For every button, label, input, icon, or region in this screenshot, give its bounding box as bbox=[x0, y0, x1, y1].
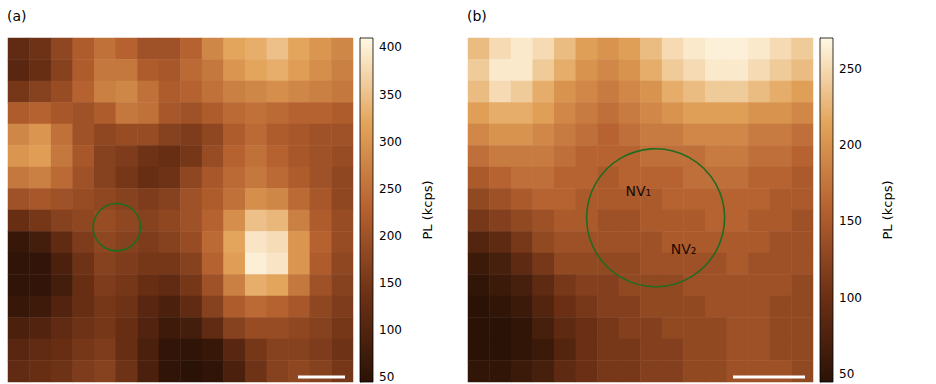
svg-text:250: 250 bbox=[379, 182, 402, 196]
svg-text:PL (kcps): PL (kcps) bbox=[420, 180, 435, 239]
svg-text:400: 400 bbox=[379, 40, 402, 54]
svg-text:200: 200 bbox=[839, 138, 862, 152]
svg-text:100: 100 bbox=[839, 291, 862, 305]
svg-text:200: 200 bbox=[379, 229, 402, 243]
svg-text:350: 350 bbox=[379, 88, 402, 102]
svg-text:150: 150 bbox=[839, 214, 862, 228]
svg-text:100: 100 bbox=[379, 323, 402, 337]
svg-text:NV₁: NV₁ bbox=[626, 183, 652, 199]
svg-text:(a): (a) bbox=[7, 8, 27, 24]
svg-text:50: 50 bbox=[379, 370, 394, 384]
svg-text:NV₂: NV₂ bbox=[671, 241, 697, 257]
svg-text:250: 250 bbox=[839, 62, 862, 76]
svg-text:(b): (b) bbox=[467, 8, 487, 24]
svg-text:300: 300 bbox=[379, 135, 402, 149]
svg-text:150: 150 bbox=[379, 276, 402, 290]
svg-text:PL (kcps): PL (kcps) bbox=[880, 180, 895, 239]
svg-text:50: 50 bbox=[839, 367, 854, 381]
